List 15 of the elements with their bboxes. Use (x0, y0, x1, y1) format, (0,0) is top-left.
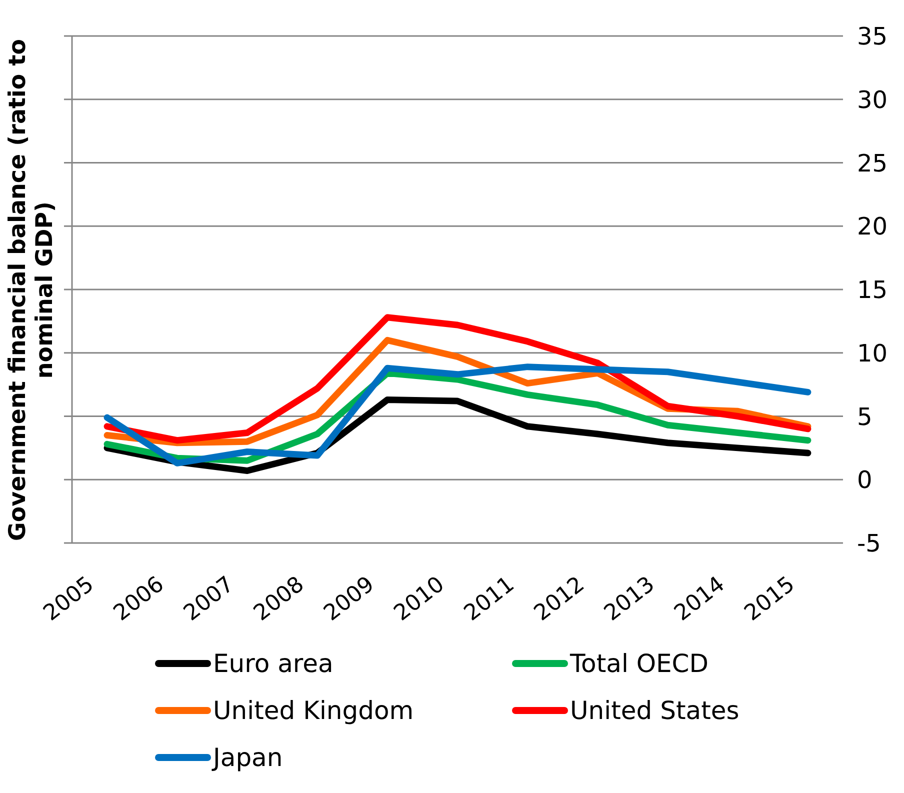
y-tick-label: 25 (857, 149, 888, 178)
legend-label: Euro area (213, 649, 334, 678)
y-tick-label: 30 (857, 86, 888, 114)
y-axis-title: Government financial balance (ratio to nominal GDP) (5, 37, 59, 543)
y-tick-label: 20 (857, 212, 888, 241)
legend-label: Total OECD (570, 649, 709, 678)
legend-label: United Kingdom (213, 696, 414, 725)
y-tick-label: 0 (857, 466, 872, 494)
y-tick-label: 15 (857, 276, 888, 304)
y-tick-label: 5 (857, 402, 872, 431)
y-tick-label: -5 (857, 530, 881, 558)
legend-label: Japan (213, 743, 283, 772)
y-tick-label: 10 (857, 339, 888, 368)
y-tick-label: 35 (857, 22, 888, 51)
legend-label: United States (570, 696, 740, 725)
